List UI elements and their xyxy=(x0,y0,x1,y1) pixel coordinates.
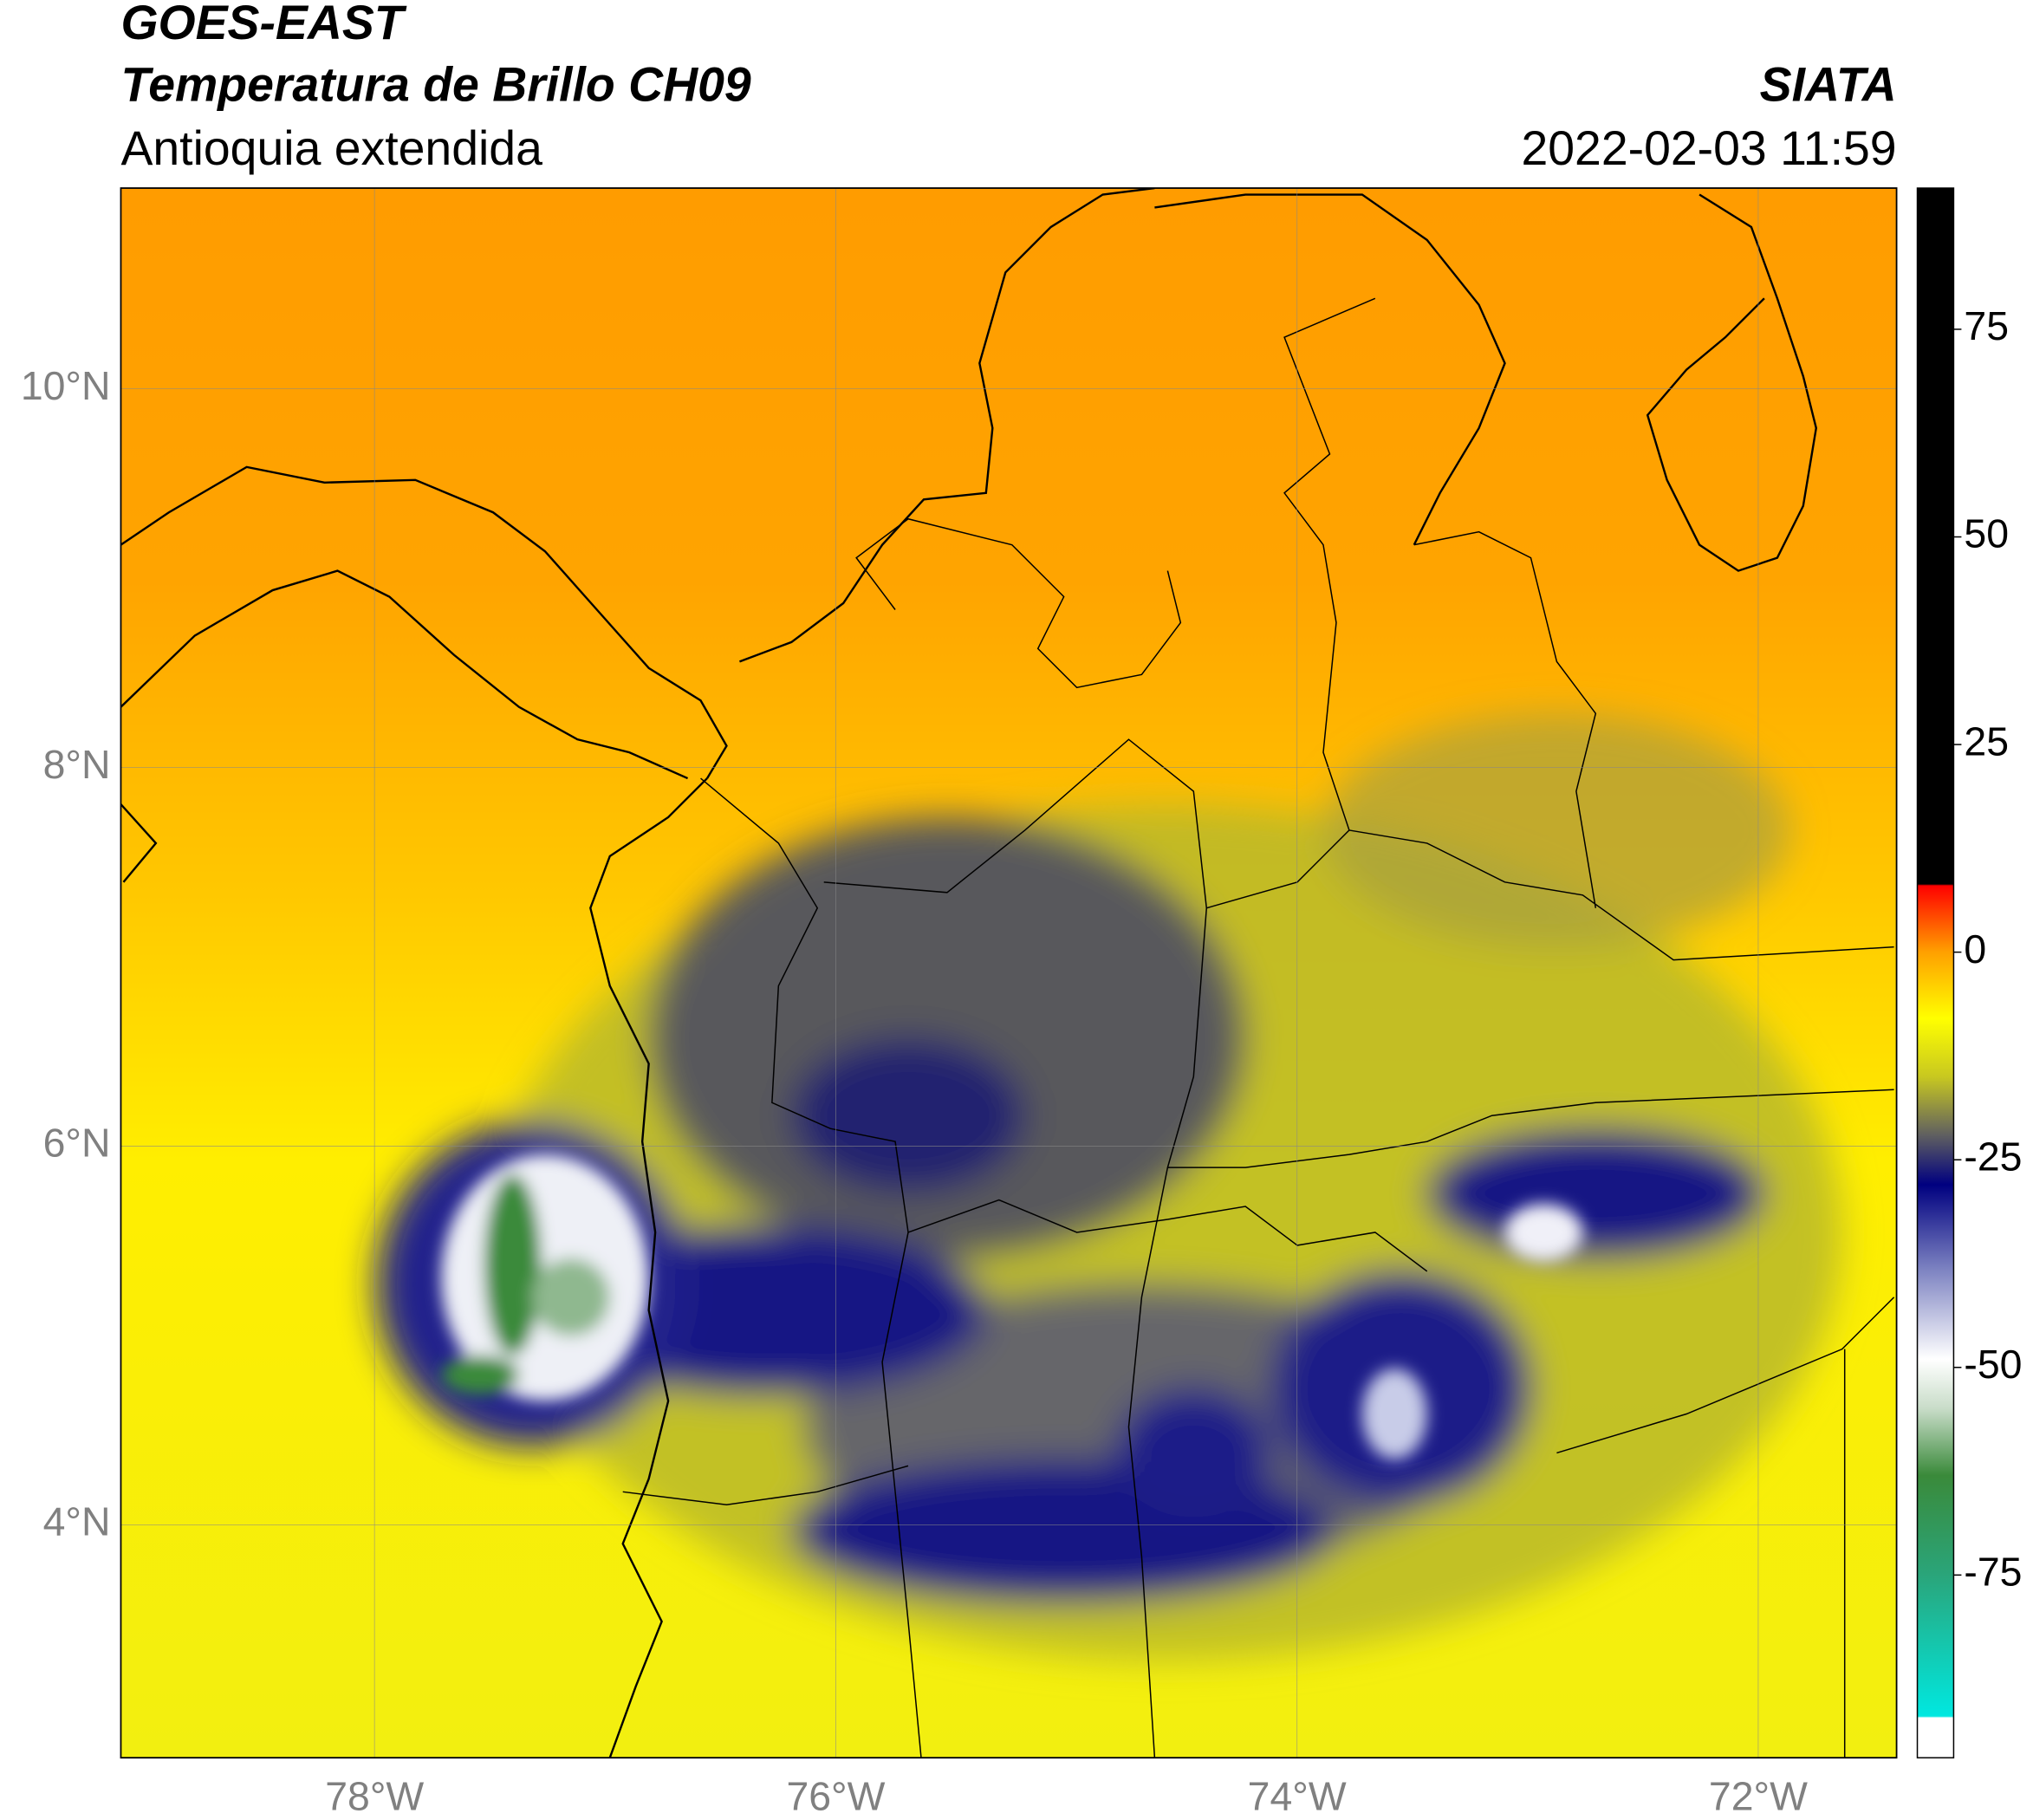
border xyxy=(1413,530,1597,908)
lat-tick-label: 4°N xyxy=(43,1499,111,1544)
cloud xyxy=(1426,1128,1764,1258)
lon-tick-label: 76°W xyxy=(786,1773,885,1818)
colorbar xyxy=(1916,187,1955,1758)
map-imagery xyxy=(120,188,1897,1758)
cloud xyxy=(1115,1388,1272,1518)
colorbar-tick-label: 25 xyxy=(1964,718,2009,764)
graticule xyxy=(120,188,1897,1758)
border xyxy=(823,738,1208,1758)
coastline xyxy=(120,465,728,779)
cloud xyxy=(1322,713,1790,947)
cloud-core xyxy=(484,1173,542,1356)
cloud-core xyxy=(531,1258,610,1336)
border xyxy=(1348,829,1894,961)
lat-tick-label: 8°N xyxy=(43,742,111,787)
cloud xyxy=(648,816,1246,1258)
border xyxy=(855,517,1182,689)
cloud-core xyxy=(1504,1204,1583,1261)
border xyxy=(907,1199,1428,1272)
cloud-field xyxy=(376,713,1842,1661)
colorbar-tick-label: -75 xyxy=(1964,1550,2022,1595)
colorbar-tick-label: -25 xyxy=(1964,1134,2022,1179)
border xyxy=(1556,1297,1895,1454)
border xyxy=(1206,297,1376,909)
coastline xyxy=(1154,193,1506,546)
coastline xyxy=(739,188,1155,663)
lat-tick-label: 6°N xyxy=(43,1121,111,1166)
borders xyxy=(622,297,1895,1758)
region-subtitle: Antioquia extendida xyxy=(120,121,542,175)
cloud xyxy=(791,1037,1025,1194)
datetime-label: 2022-02-03 11:59 xyxy=(1521,121,1896,175)
colorbar-tick-label: -50 xyxy=(1964,1342,2022,1387)
border xyxy=(622,1465,909,1506)
border xyxy=(700,777,922,1758)
coastline xyxy=(589,777,708,1758)
border xyxy=(1167,1089,1894,1168)
coastline xyxy=(1646,193,1817,572)
map-frame xyxy=(120,187,1898,1759)
agency-label: SIATA xyxy=(1760,58,1897,112)
satellite-title: GOES-EAST xyxy=(120,0,406,49)
cloud-cores xyxy=(441,1154,1583,1459)
coastline xyxy=(120,569,689,780)
product-title: Temperatura de Brillo CH09 xyxy=(120,58,750,112)
coastlines xyxy=(120,188,1817,1758)
lat-tick-label: 10°N xyxy=(21,363,111,408)
cloud-core xyxy=(441,1355,519,1395)
colorbar-tick-label: 50 xyxy=(1964,511,2009,556)
lon-tick-label: 78°W xyxy=(325,1773,424,1818)
lon-tick-label: 74°W xyxy=(1248,1773,1347,1818)
lon-tick-label: 72°W xyxy=(1709,1773,1808,1818)
coastline xyxy=(120,803,158,883)
colorbar-tick-label: 0 xyxy=(1964,926,1986,972)
colorbar-tick-label: 75 xyxy=(1964,303,2009,348)
cloud-core xyxy=(1361,1368,1427,1459)
